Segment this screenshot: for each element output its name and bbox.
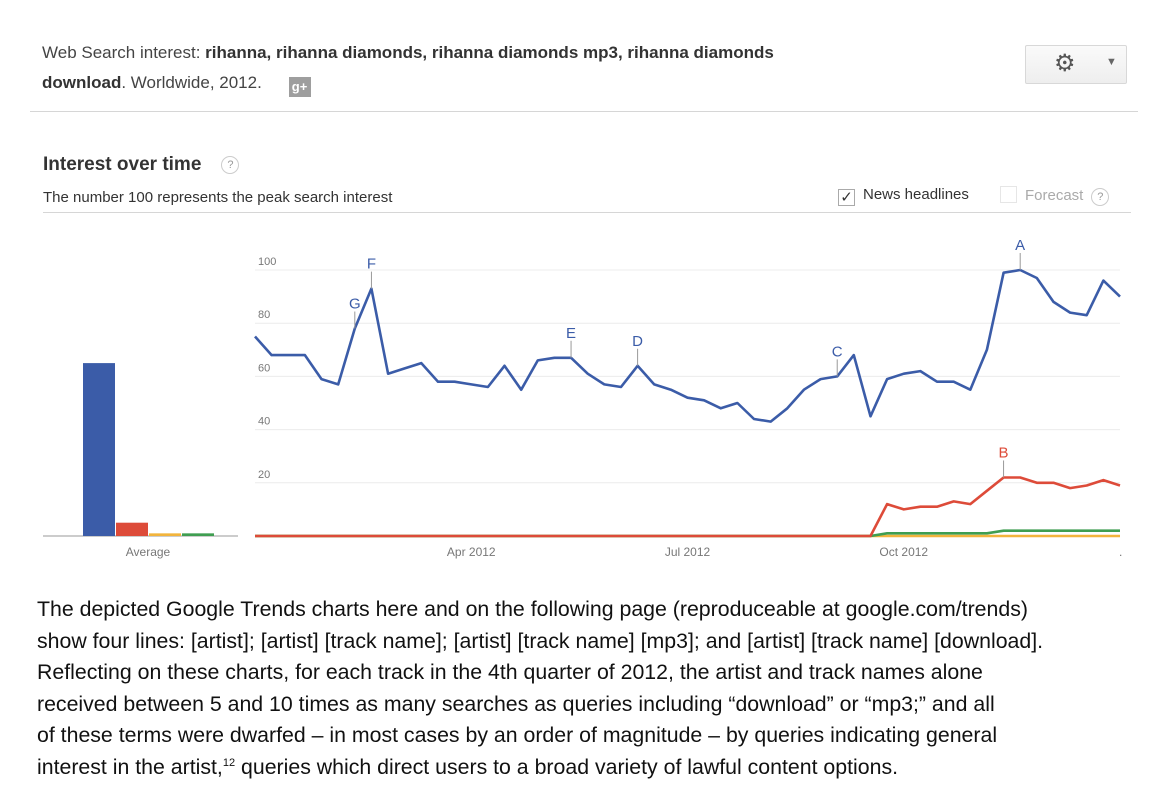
body-line-end: queries which direct users to a broad va… bbox=[235, 754, 899, 779]
body-line: Reflecting on these charts, for each tra… bbox=[37, 660, 983, 684]
settings-menu-button[interactable]: ⚙ ▼ bbox=[1025, 45, 1127, 84]
news-headlines-toggle[interactable]: ✓ News headlines bbox=[838, 186, 969, 206]
average-bar bbox=[182, 533, 214, 536]
y-tick-label: 80 bbox=[258, 309, 270, 321]
y-tick-label: 40 bbox=[258, 416, 270, 428]
summary-prefix: Web Search interest: bbox=[42, 43, 206, 62]
footnote-ref[interactable]: 12 bbox=[222, 756, 236, 769]
header-divider bbox=[30, 111, 1138, 112]
body-line-start: interest in the artist, bbox=[37, 754, 223, 779]
annotation-label-f: F bbox=[367, 256, 376, 273]
annotation-label-c: C bbox=[832, 343, 843, 360]
average-bar bbox=[83, 363, 115, 536]
body-line: of these terms were dwarfed – in most ca… bbox=[37, 723, 998, 747]
annotation-label-g: G bbox=[349, 296, 361, 313]
forecast-label: Forecast bbox=[1025, 187, 1084, 204]
section-divider bbox=[43, 212, 1131, 213]
annotation-label-b: B bbox=[999, 444, 1009, 461]
body-line: received between 5 and 10 times as many … bbox=[37, 691, 995, 716]
summary-terms-cont: download bbox=[42, 73, 122, 92]
y-tick-label: 60 bbox=[258, 362, 270, 374]
average-bar bbox=[116, 522, 148, 536]
x-tick-label: Oct 2012 bbox=[879, 545, 928, 559]
summary-terms: rihanna, rihanna diamonds, rihanna diamo… bbox=[205, 43, 774, 62]
average-bar bbox=[149, 533, 181, 536]
help-icon[interactable]: ? bbox=[221, 156, 240, 174]
forecast-help-icon[interactable]: ? bbox=[1091, 188, 1110, 206]
forecast-checkbox[interactable] bbox=[1000, 186, 1017, 203]
interest-chart: 20 40 60 80 100 Average Apr 2012 Jul 2012 Oct 20… bbox=[43, 240, 1122, 559]
body-line: interest in the artist,12 queries which … bbox=[37, 752, 1172, 784]
x-axis-end-mark: . bbox=[1119, 545, 1122, 559]
x-tick-label: Apr 2012 bbox=[447, 545, 496, 559]
y-tick-label: 100 bbox=[258, 256, 276, 268]
summary-suffix: . Worldwide, 2012. bbox=[121, 73, 262, 92]
google-plus-icon[interactable]: g+ bbox=[288, 77, 311, 97]
annotation-label-a: A bbox=[1015, 240, 1025, 254]
forecast-toggle[interactable]: Forecast? bbox=[1000, 186, 1110, 206]
news-headlines-checkbox[interactable]: ✓ bbox=[838, 189, 855, 206]
average-label: Average bbox=[126, 545, 171, 559]
y-tick-label: 20 bbox=[258, 469, 270, 481]
chevron-down-icon: ▼ bbox=[1106, 56, 1117, 68]
body-line: The depicted Google Trends charts here a… bbox=[37, 597, 1028, 621]
news-headlines-label: News headlines bbox=[863, 186, 969, 203]
series-line bbox=[255, 476, 1121, 538]
gear-icon: ⚙ bbox=[1054, 50, 1076, 77]
body-paragraph: The depicted Google Trends charts here a… bbox=[37, 594, 1172, 783]
section-title-text: Interest over time bbox=[43, 154, 202, 175]
search-summary: Web Search interest: rihanna, rihanna di… bbox=[42, 38, 842, 98]
section-subtitle: The number 100 represents the peak searc… bbox=[43, 189, 393, 206]
series-line bbox=[254, 268, 1121, 423]
section-title: Interest over time? bbox=[43, 154, 240, 176]
x-tick-label: Jul 2012 bbox=[665, 545, 711, 559]
annotation-label-e: E bbox=[566, 325, 576, 342]
body-line: show four lines: [artist]; [artist] [tra… bbox=[37, 628, 1044, 653]
annotation-label-d: D bbox=[632, 333, 643, 350]
